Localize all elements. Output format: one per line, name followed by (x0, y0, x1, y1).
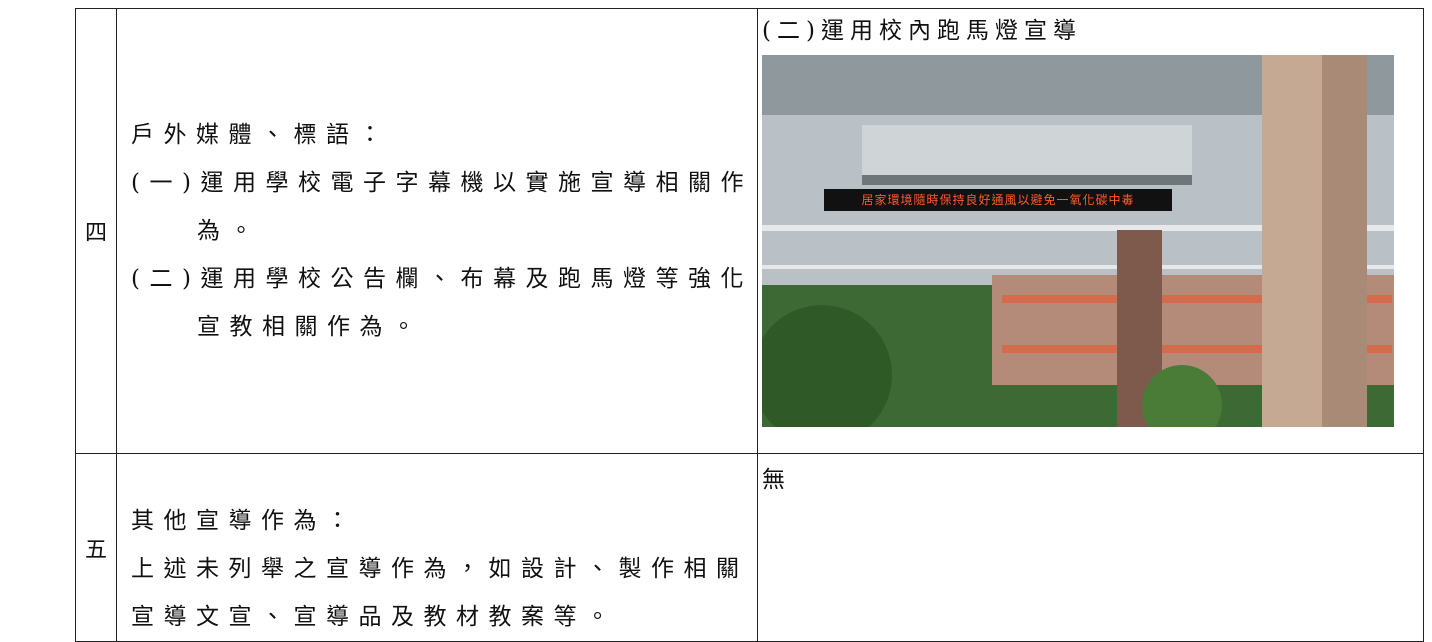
led-sign-text: 居家環境隨時保持良好通風以避免一氧化碳中毒 (824, 189, 1172, 211)
row-number: 四 (75, 8, 117, 454)
row: 四 戶外媒體、標語： (一)運用學校電子字幕機以實施宣導相關作為。 (二)運用學… (75, 8, 1424, 454)
caption: (二)運用校內跑馬燈宣導 (762, 18, 1082, 44)
photo-scene (762, 55, 1394, 427)
description-cell: 戶外媒體、標語： (一)運用學校電子字幕機以實施宣導相關作為。 (二)運用學校公… (116, 8, 758, 454)
evidence-cell: (二)運用校內跑馬燈宣導 居家環境隨時保持良好通風以避免一氧化碳中毒 (757, 8, 1424, 454)
item: (一)運用學校電子字幕機以實施宣導相關作為。 (131, 170, 753, 244)
item: (二)運用學校公告欄、布幕及跑馬燈等強化宣教相關作為。 (131, 266, 753, 340)
heading: 其他宣導作為： (131, 508, 359, 534)
evidence-cell: 無 (757, 453, 1424, 642)
photo: 居家環境隨時保持良好通風以避免一氧化碳中毒 (762, 55, 1394, 427)
row-number: 五 (75, 453, 117, 642)
item: 上述未列舉之宣導作為，如設計、製作相關宣導文宣、宣導品及教材教案等。 (131, 556, 749, 630)
heading: 戶外媒體、標語： (131, 122, 391, 148)
table: 四 戶外媒體、標語： (一)運用學校電子字幕機以實施宣導相關作為。 (二)運用學… (75, 8, 1424, 642)
description-cell: 其他宣導作為： 上述未列舉之宣導作為，如設計、製作相關宣導文宣、宣導品及教材教案… (116, 453, 758, 642)
row: 五 其他宣導作為： 上述未列舉之宣導作為，如設計、製作相關宣導文宣、宣導品及教材… (75, 453, 1424, 642)
caption: 無 (762, 467, 791, 493)
